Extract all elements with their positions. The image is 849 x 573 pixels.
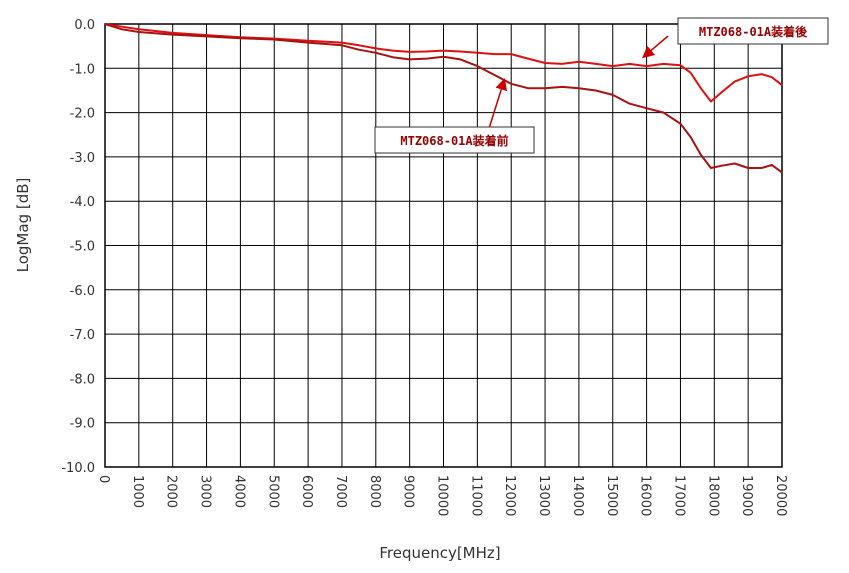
x-tick-label: 3000: [198, 475, 213, 508]
x-tick-label: 16000: [638, 475, 653, 516]
x-tick-label: 13000: [536, 475, 551, 516]
y-tick-label: -4.0: [70, 195, 95, 210]
x-tick-label: 18000: [705, 475, 720, 516]
annotation-text: MTZ068-01A装着後: [699, 24, 808, 39]
annotation-text: MTZ068-01A装着前: [400, 133, 508, 148]
x-tick-label: 17000: [671, 475, 686, 516]
y-axis-ticks: 0.0 -1.0 -2.0 -3.0 -4.0 -5.0 -6.0 -7.0 -8.0 -9.0 -…: [61, 18, 95, 476]
y-tick-label: -8.0: [70, 372, 95, 387]
series-layer: [104, 23, 783, 174]
x-tick-label: 14000: [570, 475, 585, 516]
x-tick-label: 7000: [333, 475, 348, 508]
x-tick-label: 2000: [164, 475, 179, 508]
x-axis-ticks: 0 1000 2000 3000 4000 5000 6000 7000 8000 9000 100…: [96, 475, 788, 516]
annotation-box: [374, 126, 535, 154]
y-tick-label: -2.0: [70, 107, 95, 122]
y-tick-label: 0.0: [74, 18, 95, 33]
annotation-box: [677, 17, 829, 45]
annotation-arrow: [642, 35, 669, 59]
y-tick-label: -3.0: [70, 151, 95, 166]
x-tick-label: 20000: [773, 475, 788, 516]
annotation-arrow: [488, 77, 508, 128]
series-line-2: [104, 23, 783, 174]
annotation-1: MTZ068-01A装着後: [642, 17, 829, 59]
x-tick-label: 0: [96, 475, 111, 483]
y-tick-label: -5.0: [70, 240, 95, 255]
x-tick-label: 5000: [265, 475, 280, 508]
x-tick-label: 12000: [502, 475, 517, 516]
x-tick-label: 11000: [468, 475, 483, 516]
series-line-1: [104, 23, 783, 103]
annotations: MTZ068-01A装着後 MTZ068-01A装着前: [374, 17, 829, 154]
y-tick-label: -1.0: [70, 62, 95, 77]
x-tick-label: 15000: [604, 475, 619, 516]
y-tick-label: -10.0: [61, 461, 95, 476]
x-tick-label: 19000: [739, 475, 754, 516]
y-axis-label: LogMag [dB]: [14, 178, 32, 273]
y-tick-label: -6.0: [70, 284, 95, 299]
annotation-2: MTZ068-01A装着前: [374, 77, 535, 154]
y-tick-label: -9.0: [70, 417, 95, 432]
x-tick-label: 8000: [367, 475, 382, 508]
grid: [104, 23, 783, 468]
x-tick-label: 4000: [231, 475, 246, 508]
y-tick-label: -7.0: [70, 328, 95, 343]
x-tick-label: 1000: [130, 475, 145, 508]
x-tick-label: 6000: [299, 475, 314, 508]
x-tick-label: 10000: [435, 475, 450, 516]
x-tick-label: 9000: [401, 475, 416, 508]
x-axis-label: Frequency[MHz]: [379, 544, 500, 562]
